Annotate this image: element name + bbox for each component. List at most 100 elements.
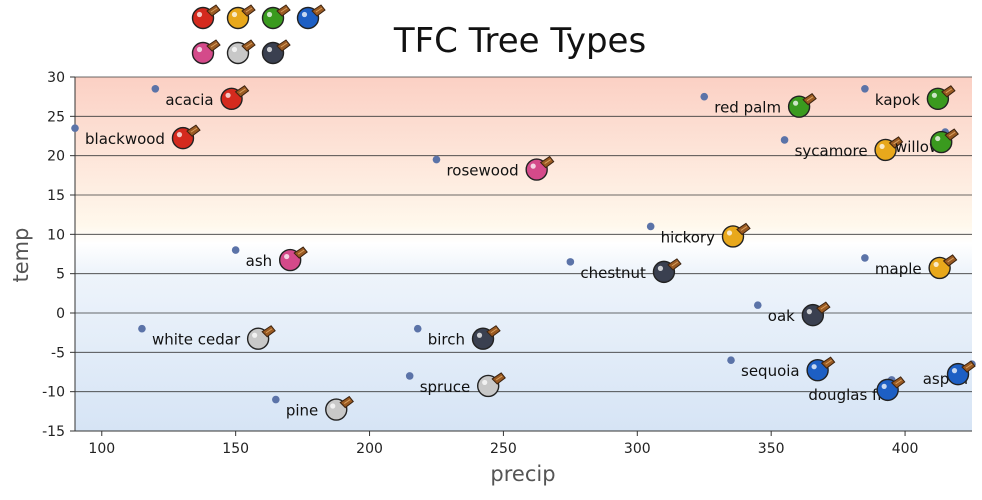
- y-tick-label: 15: [47, 188, 65, 204]
- data-point: white cedar: [138, 324, 276, 350]
- data-point: spruce: [405, 372, 506, 398]
- point-marker: [753, 301, 762, 309]
- fruit-icon: [806, 356, 836, 382]
- point-marker: [700, 92, 709, 101]
- fruit-icon: [191, 4, 221, 30]
- point-marker: [646, 222, 655, 231]
- point-marker: [432, 155, 441, 164]
- fruit-icon: [261, 39, 291, 65]
- y-tick-labels: 30 25 20 15 10 5 0 -5 -10 -15: [42, 70, 65, 440]
- fruit-icon: [787, 92, 817, 118]
- point-label: acacia: [165, 91, 213, 109]
- fruit-icon: [261, 4, 291, 30]
- point-marker: [566, 258, 575, 266]
- y-tick-label: 20: [47, 149, 65, 165]
- point-label: pine: [286, 402, 318, 420]
- x-tick-labels: 100 150 200 250 300 350 400: [88, 431, 918, 457]
- point-label: hickory: [661, 228, 715, 246]
- point-marker: [413, 324, 422, 333]
- axes: [74, 77, 972, 432]
- data-point: oak: [753, 301, 831, 327]
- fruit-icon: [226, 4, 256, 30]
- fruit-icon: [721, 222, 751, 248]
- point-label: red palm: [714, 99, 781, 117]
- data-point: birch: [413, 324, 501, 350]
- point-label: sequoia: [741, 362, 800, 380]
- data-point: douglas fir: [808, 376, 906, 404]
- point-marker: [151, 85, 160, 93]
- point-label: blackwood: [85, 130, 165, 148]
- data-point: blackwood: [71, 124, 201, 150]
- fruit-icon: [226, 39, 256, 65]
- point-label: birch: [428, 331, 465, 349]
- y-tick-label: 30: [47, 70, 65, 86]
- data-point: sycamore: [780, 136, 904, 162]
- plot-area: [75, 77, 972, 431]
- point-label: chestnut: [580, 264, 646, 282]
- point-marker: [71, 124, 79, 132]
- point-marker: [231, 246, 240, 254]
- point-label: kapok: [875, 91, 920, 109]
- point-label: sycamore: [795, 142, 868, 160]
- point-marker: [861, 85, 869, 93]
- fruit-icon: [525, 155, 555, 181]
- fruit-icon: [471, 325, 501, 350]
- fruit-icon: [926, 85, 956, 111]
- point-label: ash: [246, 252, 273, 270]
- y-tick-label: 0: [56, 306, 65, 322]
- point-marker: [780, 136, 789, 144]
- data-point: sequoia: [727, 356, 836, 382]
- fruit-icon: [171, 124, 201, 150]
- y-axis-label: temp: [9, 228, 33, 283]
- point-label: oak: [768, 307, 795, 325]
- x-tick-label: 250: [490, 441, 517, 457]
- fruit-icon: [191, 39, 221, 65]
- fruit-icon: [946, 360, 976, 386]
- plot-background: [75, 77, 972, 431]
- y-tick-label: -5: [51, 345, 65, 361]
- data-point: pine: [272, 395, 354, 421]
- data-point: rosewood: [432, 155, 555, 181]
- point-label: rosewood: [446, 162, 518, 180]
- x-tick-label: 400: [892, 441, 919, 457]
- fruit-icon: [278, 246, 308, 272]
- x-tick-label: 150: [222, 441, 249, 457]
- fruit-icon: [296, 4, 326, 30]
- fruit-icon: [874, 136, 904, 162]
- point-marker: [727, 356, 735, 365]
- data-point: maple: [861, 254, 958, 280]
- chart-title: TFC Tree Types: [393, 21, 646, 61]
- fruit-icon: [325, 395, 354, 421]
- y-tick-label: 25: [47, 109, 65, 125]
- data-point: kapok: [861, 85, 956, 111]
- point-label: willow: [895, 138, 941, 156]
- x-tick-label: 350: [758, 441, 785, 457]
- x-tick-label: 300: [624, 441, 651, 457]
- data-point: aspen: [923, 360, 976, 388]
- point-marker: [272, 395, 280, 404]
- x-tick-label: 200: [356, 441, 383, 457]
- y-tick-label: 5: [56, 267, 65, 283]
- data-points: acacia blackwood rosewood ash white cedar bir…: [71, 85, 976, 421]
- point-label: maple: [875, 260, 922, 278]
- fruit-icon: [246, 325, 276, 350]
- data-point: willow: [895, 128, 959, 156]
- point-marker: [405, 372, 414, 380]
- legend: [191, 4, 326, 65]
- x-axis-label: precip: [490, 462, 555, 486]
- point-marker: [861, 254, 869, 262]
- fruit-icon: [220, 85, 250, 111]
- y-tick-label: 10: [47, 227, 65, 243]
- fruit-icon: [930, 128, 959, 154]
- fruit-icon: [801, 301, 831, 327]
- point-marker: [138, 324, 146, 333]
- fruit-icon: [477, 372, 506, 398]
- y-tick-label: -10: [42, 385, 65, 401]
- point-label: white cedar: [152, 331, 241, 349]
- point-label: douglas fir: [808, 386, 888, 404]
- point-label: spruce: [420, 378, 471, 396]
- y-tick-label: -15: [42, 424, 65, 440]
- fruit-icon: [652, 258, 682, 284]
- data-point: hickory: [646, 222, 751, 248]
